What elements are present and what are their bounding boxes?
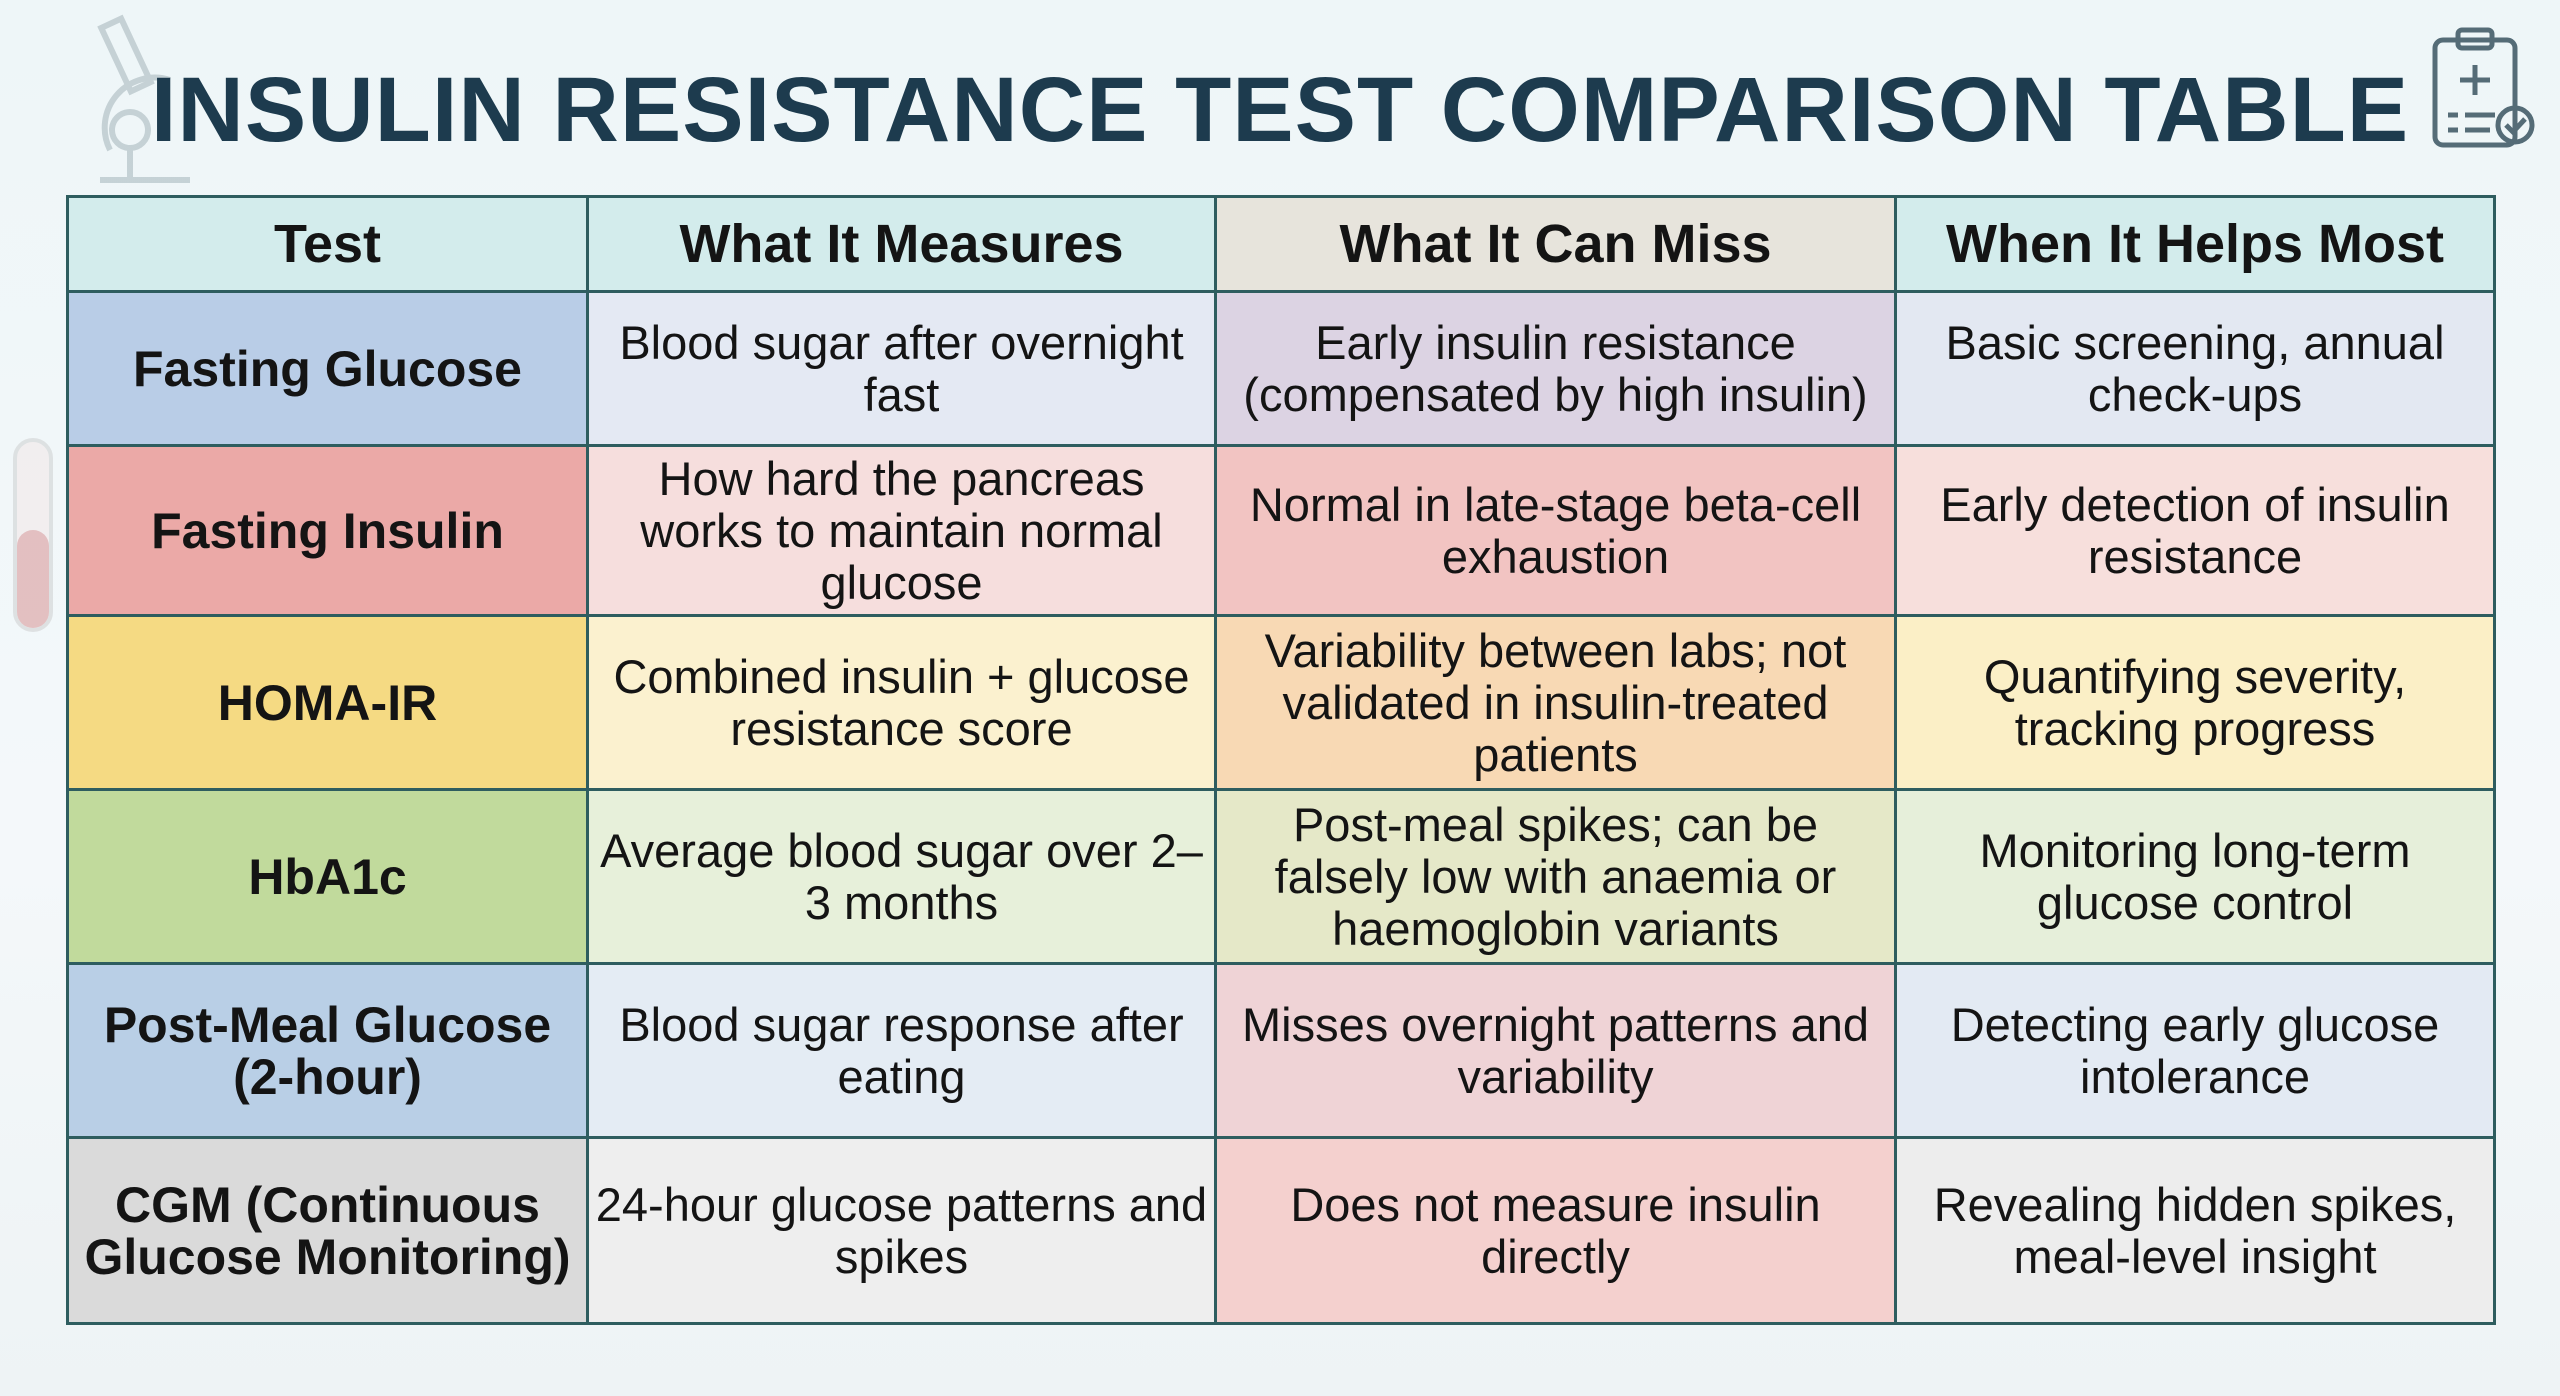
cell-measures: Blood sugar after overnight fast	[586, 290, 1217, 447]
cell-miss: Early insulin resistance (compensated by…	[1214, 290, 1897, 447]
cell-helps: Revealing hidden spikes, meal-level insi…	[1894, 1136, 2496, 1325]
cell-helps: Quantifying severity, tracking progress	[1894, 614, 2496, 791]
comparison-table: Test What It Measures What It Can Miss W…	[66, 195, 2496, 1325]
cell-test: Post-Meal Glucose (2-hour)	[66, 962, 589, 1139]
cell-miss: Misses overnight patterns and variabilit…	[1214, 962, 1897, 1139]
microscope-icon	[97, 14, 190, 183]
header-helps: When It Helps Most	[1894, 195, 2496, 293]
cell-helps: Basic screening, annual check-ups	[1894, 290, 2496, 447]
clipboard-checklist-icon	[2432, 27, 2535, 148]
cell-measures: How hard the pancreas works to maintain …	[586, 444, 1217, 617]
cell-helps: Detecting early glucose intolerance	[1894, 962, 2496, 1139]
cell-measures: Combined insulin + glucose resistance sc…	[586, 614, 1217, 791]
cell-miss: Does not measure insulin directly	[1214, 1136, 1897, 1325]
header-test: Test	[66, 195, 589, 293]
cell-test: HOMA-IR	[66, 614, 589, 791]
cell-measures: Average blood sugar over 2–3 months	[586, 788, 1217, 965]
table-row: Fasting Glucose Blood sugar after overnig…	[66, 290, 2496, 447]
cell-test: Fasting Glucose	[66, 290, 589, 447]
table-row: HbA1c Average blood sugar over 2–3 months…	[66, 788, 2496, 965]
cell-test: HbA1c	[66, 788, 589, 965]
cell-helps: Monitoring long-term glucose control	[1894, 788, 2496, 965]
table-row: CGM (Continuous Glucose Monitoring) 24-ho…	[66, 1136, 2496, 1325]
header-row: Test What It Measures What It Can Miss W…	[66, 195, 2496, 293]
cell-miss: Post-meal spikes; can be falsely low wit…	[1214, 788, 1897, 965]
header-measures: What It Measures	[586, 195, 1217, 293]
cell-measures: Blood sugar response after eating	[586, 962, 1217, 1139]
table-row: Post-Meal Glucose (2-hour) Blood sugar re…	[66, 962, 2496, 1139]
cell-test: Fasting Insulin	[66, 444, 589, 617]
header-miss: What It Can Miss	[1214, 195, 1897, 293]
page-title: INSULIN RESISTANCE TEST COMPARISON TABLE	[150, 59, 2410, 161]
cell-helps: Early detection of insulin resistance	[1894, 444, 2496, 617]
cell-test: CGM (Continuous Glucose Monitoring)	[66, 1136, 589, 1325]
test-tube-icon	[13, 438, 53, 632]
cell-miss: Normal in late-stage beta-cell exhaustio…	[1214, 444, 1897, 617]
cell-measures: 24-hour glucose patterns and spikes	[586, 1136, 1217, 1325]
table-row: Fasting Insulin How hard the pancreas wor…	[66, 444, 2496, 617]
table-row: HOMA-IR Combined insulin + glucose resist…	[66, 614, 2496, 791]
cell-miss: Variability between labs; not validated …	[1214, 614, 1897, 791]
